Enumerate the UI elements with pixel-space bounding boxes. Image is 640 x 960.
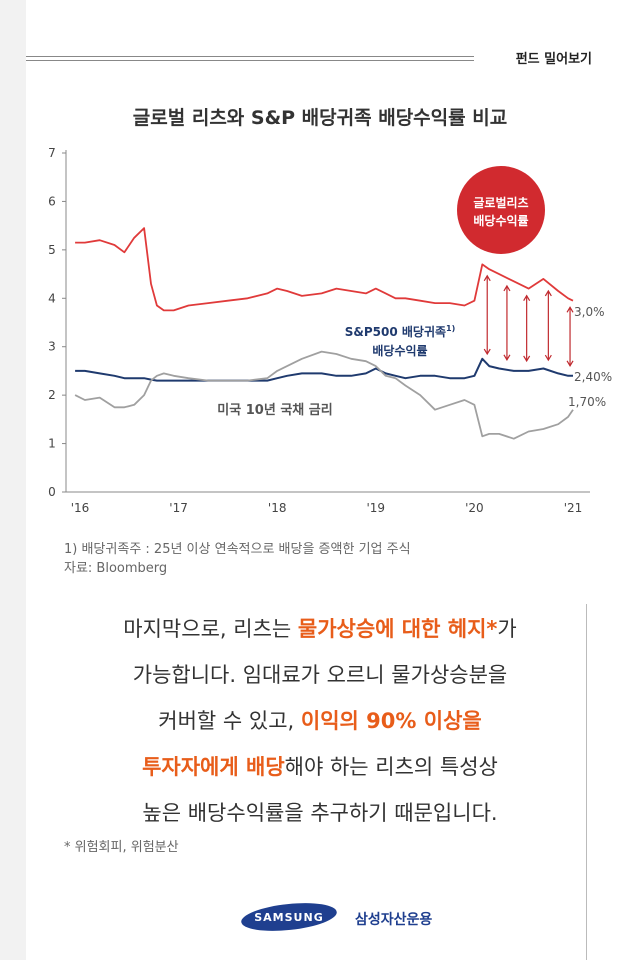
gap-arrow-head-bottom <box>544 354 552 362</box>
footnote: * 위험회피, 위험분산 <box>64 840 179 855</box>
body-line-1: 마지막으로, 리츠는 물가상승에 대한 헤지*가 <box>40 606 600 652</box>
y-tick-label: 1 <box>48 437 56 451</box>
y-tick-label: 5 <box>48 243 56 257</box>
x-tick-label: '20 <box>465 501 484 515</box>
treasury-end-label: 1,70% <box>568 395 606 409</box>
reits-badge-line-1: 글로벌리츠 <box>473 195 528 210</box>
body-text: 마지막으로, 리츠는 물가상승에 대한 헤지*가 가능합니다. 임대료가 오르니… <box>40 606 600 836</box>
x-tick-label: '18 <box>268 501 287 515</box>
y-tick-label: 0 <box>48 485 56 499</box>
footnote-definition: 1) 배당귀족주 : 25년 이상 연속적으로 배당을 증액한 기업 주식 <box>64 542 411 557</box>
body-line-1-c: 가 <box>497 617 517 641</box>
sp500-end-label: 2,40% <box>574 370 612 384</box>
series-title: 펀드 밀어보기 <box>515 52 592 67</box>
treasury-label: 미국 10년 국채 금리 <box>217 402 332 418</box>
series-line-0 <box>75 227 574 312</box>
body-line-3: 커버할 수 있고, 이익의 90% 이상을 <box>40 698 600 744</box>
gap-arrow-head-bottom <box>503 354 511 361</box>
x-tick-label: '19 <box>367 501 386 515</box>
gap-arrow-head-top <box>523 294 531 301</box>
reits-badge: 글로벌리츠 배당수익률 <box>457 166 545 254</box>
body-line-4-b: 해야 하는 리츠의 특성상 <box>284 755 498 779</box>
samsung-logo: SAMSUNG <box>241 903 337 931</box>
gap-arrow-head-top <box>503 284 511 292</box>
samsung-logo-text: SAMSUNG <box>254 911 323 924</box>
series-line-1 <box>75 357 573 382</box>
reits-badge-circle <box>457 166 545 254</box>
samsung-logo-ellipse <box>241 903 337 931</box>
gap-arrow-head-top <box>566 306 574 313</box>
x-tick-label: '17 <box>169 501 188 515</box>
y-tick-label: 4 <box>48 291 56 305</box>
y-tick-label: 2 <box>48 388 56 402</box>
series-line-2 <box>74 350 574 440</box>
body-line-5: 높은 배당수익률을 추구하기 때문입니다. <box>142 801 498 825</box>
source-note: 자료: Bloomberg <box>64 561 168 576</box>
gap-arrow-head-bottom <box>483 348 491 356</box>
reits-end-label: 3,0% <box>574 305 605 319</box>
right-divider <box>586 604 587 960</box>
highlight-dividend: 투자자에게 배당 <box>142 755 285 779</box>
body-line-1-a: 마지막으로, 리츠는 <box>123 617 298 641</box>
gap-arrow-head-top <box>483 274 491 282</box>
gap-arrow-head-top <box>544 289 552 297</box>
sp500-label-text: S&P500 배당귀족 <box>345 324 446 339</box>
gap-arrow-head-bottom <box>566 360 574 367</box>
x-tick-label: '16 <box>71 501 90 515</box>
y-tick-label: 3 <box>48 340 56 354</box>
sp500-label-line-1: S&P500 배당귀족1) <box>345 324 456 339</box>
company-name: 삼성자산운용 <box>355 912 433 928</box>
y-tick-label: 7 <box>48 146 56 160</box>
body-line-4: 투자자에게 배당해야 하는 리츠의 특성상 <box>40 744 600 790</box>
chart-title: 글로벌 리츠와 S&P 배당귀족 배당수익률 비교 <box>132 107 508 129</box>
sp500-footnote-mark: 1) <box>446 324 455 333</box>
highlight-90-percent: 이익의 90% 이상을 <box>300 709 482 733</box>
gap-arrow-head-bottom <box>523 355 531 363</box>
left-margin-band <box>0 0 26 960</box>
highlight-inflation-hedge: 물가상승에 대한 헤지* <box>297 617 498 641</box>
body-line-2: 가능합니다. 임대료가 오르니 물가상승분을 <box>132 663 508 687</box>
reits-badge-line-2: 배당수익률 <box>473 213 528 228</box>
header-rule <box>26 56 474 57</box>
header-rule-2 <box>26 60 474 61</box>
body-line-3-a: 커버할 수 있고, <box>158 709 301 733</box>
y-tick-label: 6 <box>48 194 56 208</box>
x-tick-label: '21 <box>564 501 583 515</box>
sp500-label-line-2: 배당수익률 <box>372 343 427 358</box>
chart-notes: 1) 배당귀족주 : 25년 이상 연속적으로 배당을 증액한 기업 주식 자료… <box>64 540 411 578</box>
